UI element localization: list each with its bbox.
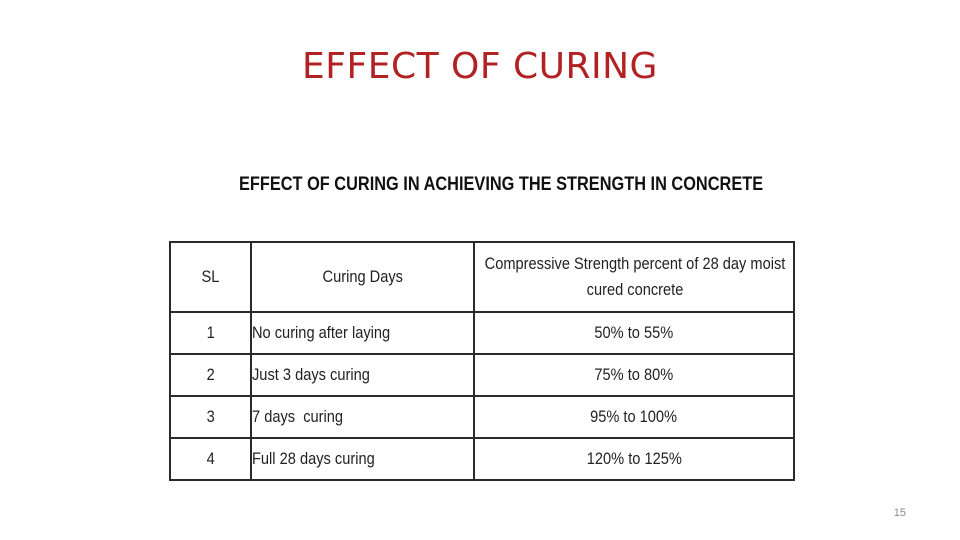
row-strength: 120% to 125%: [472, 437, 796, 481]
row-curing-days: Just 3 days curing: [250, 353, 475, 397]
page-number: 15: [893, 507, 906, 519]
table-row: 1 No curing after laying 50% to 55%: [168, 311, 796, 355]
table-row: 2 Just 3 days curing 75% to 80%: [168, 353, 796, 397]
row-sl: 1: [168, 311, 253, 355]
row-sl: 2: [168, 353, 253, 397]
slide-title: EFFECT OF CURING: [302, 46, 658, 87]
row-curing-days: 7 days curing: [250, 395, 475, 439]
row-sl: 3: [168, 395, 253, 439]
row-curing-days: Full 28 days curing: [250, 437, 475, 481]
table-header-row: SL Curing Days Compressive Strength perc…: [168, 241, 796, 313]
header-compressive-strength: Compressive Strength percent of 28 day m…: [472, 241, 796, 313]
table-row: 3 7 days curing 95% to 100%: [168, 395, 796, 439]
row-strength: 75% to 80%: [472, 353, 796, 397]
row-sl: 4: [168, 437, 253, 481]
row-strength: 50% to 55%: [472, 311, 796, 355]
row-strength: 95% to 100%: [472, 395, 796, 439]
table-heading: EFFECT OF CURING IN ACHIEVING THE STRENG…: [239, 174, 764, 195]
header-sl: SL: [168, 241, 253, 313]
curing-table: SL Curing Days Compressive Strength perc…: [168, 241, 796, 481]
table-row: 4 Full 28 days curing 120% to 125%: [168, 437, 796, 481]
header-curing-days: Curing Days: [250, 241, 475, 313]
row-curing-days: No curing after laying: [250, 311, 475, 355]
